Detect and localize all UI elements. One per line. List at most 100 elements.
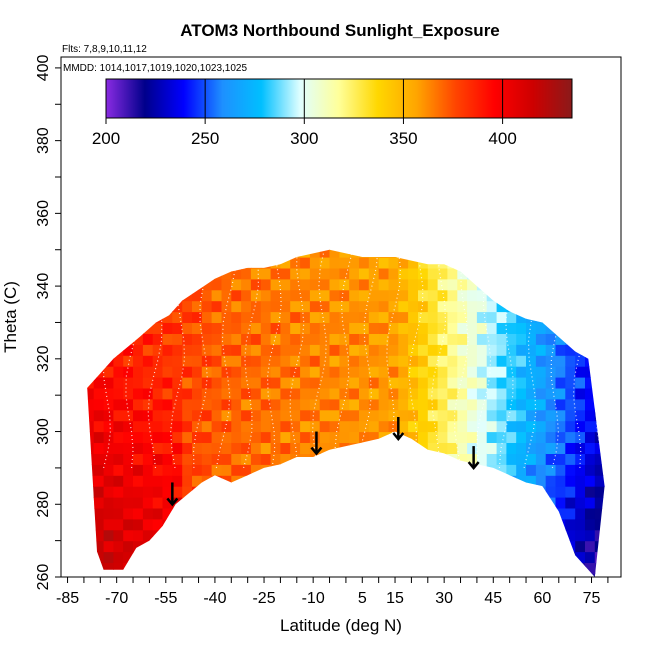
heatmap-cell <box>142 497 154 509</box>
heatmap-cell <box>211 249 222 258</box>
heatmap-cell <box>260 267 272 280</box>
heatmap-cell <box>369 235 379 247</box>
heatmap-cell <box>418 464 429 476</box>
heatmap-cell <box>418 289 429 302</box>
heatmap-cell <box>113 420 124 433</box>
heatmap-cell <box>594 267 605 280</box>
heatmap-cell <box>87 333 95 345</box>
flight-track <box>383 249 402 469</box>
heatmap-cell <box>290 507 301 520</box>
heatmap-cell <box>486 278 498 291</box>
heatmap-cell <box>378 387 390 400</box>
heatmap-cell <box>526 442 537 454</box>
heatmap-cell <box>555 475 566 487</box>
heatmap-cell <box>506 300 517 313</box>
heatmap-cell <box>437 442 448 454</box>
heatmap-cell <box>329 249 340 258</box>
heatmap-cell <box>329 420 340 433</box>
heatmap-cell <box>408 573 419 577</box>
heatmap-cell <box>506 235 516 247</box>
heatmap-cell <box>594 257 605 269</box>
heatmap-cell <box>142 333 154 345</box>
heatmap-cell <box>585 289 596 302</box>
heatmap-cell <box>506 453 517 465</box>
heatmap-cell <box>555 278 566 291</box>
heatmap-cell <box>349 387 360 400</box>
heatmap-cell <box>309 257 321 269</box>
heatmap-cell <box>182 355 193 367</box>
heatmap-cell <box>506 562 517 574</box>
heatmap-cell <box>280 453 291 465</box>
heatmap-cell <box>192 562 203 574</box>
heatmap-cell <box>339 387 350 400</box>
heatmap-cell <box>93 355 105 367</box>
heatmap-cell <box>349 551 360 563</box>
heatmap-cell <box>241 377 252 389</box>
heatmap-cell <box>457 529 468 542</box>
heatmap-cell <box>506 486 517 498</box>
heatmap-cell <box>280 442 291 454</box>
heatmap-cell <box>516 486 527 498</box>
heatmap-cell <box>575 235 585 247</box>
heatmap-cell <box>349 322 360 334</box>
heatmap-cell <box>250 311 262 323</box>
heatmap-cell <box>192 267 203 280</box>
heatmap-cell <box>418 562 429 574</box>
heatmap-cell <box>447 442 458 454</box>
heatmap-cell <box>585 398 596 411</box>
heatmap-cell <box>535 249 547 258</box>
heatmap-cell <box>398 464 409 476</box>
heatmap-cell <box>280 464 291 476</box>
heatmap-cell <box>87 409 95 422</box>
heatmap-cell <box>378 322 390 334</box>
heatmap-cell <box>162 398 173 411</box>
heatmap-cell <box>575 562 586 574</box>
heatmap-cell <box>211 551 222 563</box>
heatmap-cell <box>300 562 311 574</box>
heatmap-cell <box>437 420 448 433</box>
heatmap-cell <box>93 475 105 487</box>
heatmap-cell <box>575 398 586 411</box>
heatmap-cell <box>408 497 419 509</box>
heatmap-cell <box>565 398 576 411</box>
heatmap-cell <box>329 333 340 345</box>
heatmap-cell <box>575 431 586 443</box>
heatmap-cell <box>162 464 173 476</box>
heatmap-cell <box>457 398 468 411</box>
heatmap-cell <box>565 573 576 577</box>
heatmap-cell <box>319 475 331 487</box>
heatmap-cell <box>87 300 95 313</box>
flights-note: Flts: 7,8,9,10,11,12 <box>62 44 147 55</box>
heatmap-cell <box>594 398 605 411</box>
heatmap-cell <box>516 551 527 563</box>
heatmap-cell <box>585 420 596 433</box>
heatmap-cell <box>93 398 105 411</box>
heatmap-cell <box>192 377 203 389</box>
heatmap-cell <box>319 431 331 443</box>
heatmap-cell <box>447 464 458 476</box>
heatmap-cell <box>329 431 340 443</box>
heatmap-cell <box>231 562 242 574</box>
heatmap-cell <box>506 551 517 563</box>
heatmap-cell <box>319 387 331 400</box>
heatmap-cell <box>486 562 498 574</box>
heatmap-cell <box>221 497 232 509</box>
heatmap-cell <box>368 387 380 400</box>
heatmap-cell <box>585 497 596 509</box>
heatmap-cell <box>172 475 183 487</box>
heatmap-cell <box>575 300 586 313</box>
heatmap-cell <box>290 267 301 280</box>
heatmap-cell <box>270 249 281 258</box>
heatmap-cell <box>172 398 183 411</box>
heatmap-cell <box>398 475 409 487</box>
heatmap-cell <box>545 562 557 574</box>
heatmap-cell <box>123 518 134 531</box>
heatmap-cell <box>87 431 95 443</box>
heatmap-cell <box>260 249 272 258</box>
heatmap-cell <box>319 420 331 433</box>
heatmap-cell <box>329 289 340 302</box>
heatmap-cell <box>565 486 576 498</box>
heatmap-cell <box>201 529 213 542</box>
heatmap-cell <box>545 464 557 476</box>
heatmap-cell <box>349 464 360 476</box>
